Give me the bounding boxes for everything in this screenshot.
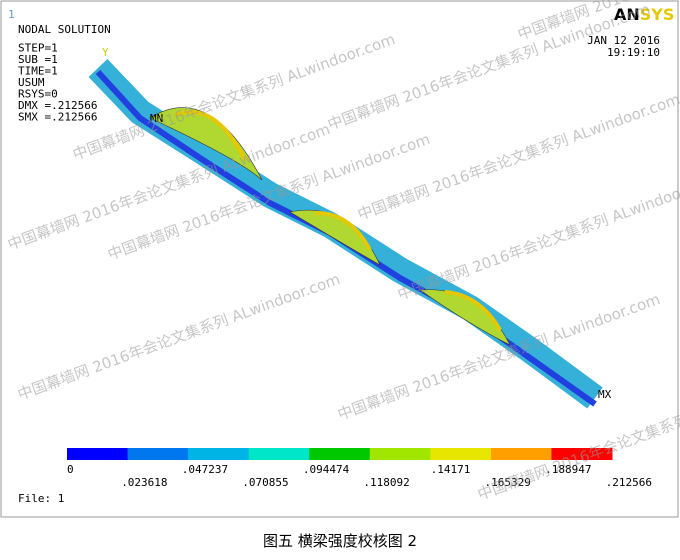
legend-label: .094474 [303, 463, 350, 476]
time: 19:19:10 [607, 46, 660, 59]
legend-label: .212566 [606, 476, 652, 489]
wave-bump [149, 107, 263, 181]
min-label: MN [150, 112, 163, 125]
date: JAN 12 2016 [587, 34, 660, 47]
legend-label: .188947 [545, 463, 591, 476]
color-legend: 0 .023618 .047237 .070855 .094474 .118092 .141… [67, 448, 652, 489]
info-line: SUB =1 [18, 53, 58, 66]
legend-label: .047237 [182, 463, 228, 476]
info-line: USUM [18, 76, 45, 89]
legend-label: .118092 [363, 476, 409, 489]
caption: 图五 横梁强度校核图 2 [263, 532, 417, 550]
info-line: NODAL SOLUTION [18, 23, 111, 36]
logo: ANSYS [614, 5, 674, 24]
logo-b: SYS [640, 5, 675, 24]
info-line: STEP=1 [18, 42, 58, 55]
legend-swatch [551, 448, 613, 460]
max-label: MX [598, 388, 612, 401]
legend-label: .070855 [242, 476, 288, 489]
legend-swatch [309, 448, 371, 460]
wave-crest [174, 110, 247, 161]
info-line: SMX =.212566 [18, 111, 97, 124]
legend-swatch [490, 448, 552, 460]
info-line: DMX =.212566 [18, 99, 97, 112]
info-line: RSYS=0 [18, 88, 58, 101]
legend-swatch [430, 448, 492, 460]
axis-label: Y [102, 46, 109, 59]
legend-label: .023618 [121, 476, 167, 489]
wave-crest [314, 210, 372, 251]
logo-a: AN [614, 5, 640, 24]
beam [88, 59, 603, 409]
legend-swatch [127, 448, 189, 460]
legend-label: .14171 [431, 463, 471, 476]
legend-label: .165329 [485, 476, 531, 489]
legend-swatch [188, 448, 250, 460]
info-line: TIME=1 [18, 65, 58, 78]
legend-swatch [248, 448, 310, 460]
wave-crest [444, 290, 502, 331]
legend-label: 0 [67, 463, 74, 476]
file-label: File: 1 [18, 492, 64, 505]
legend-swatch [67, 448, 129, 460]
corner-mark: 1 [8, 8, 15, 21]
legend-swatch [369, 448, 431, 460]
